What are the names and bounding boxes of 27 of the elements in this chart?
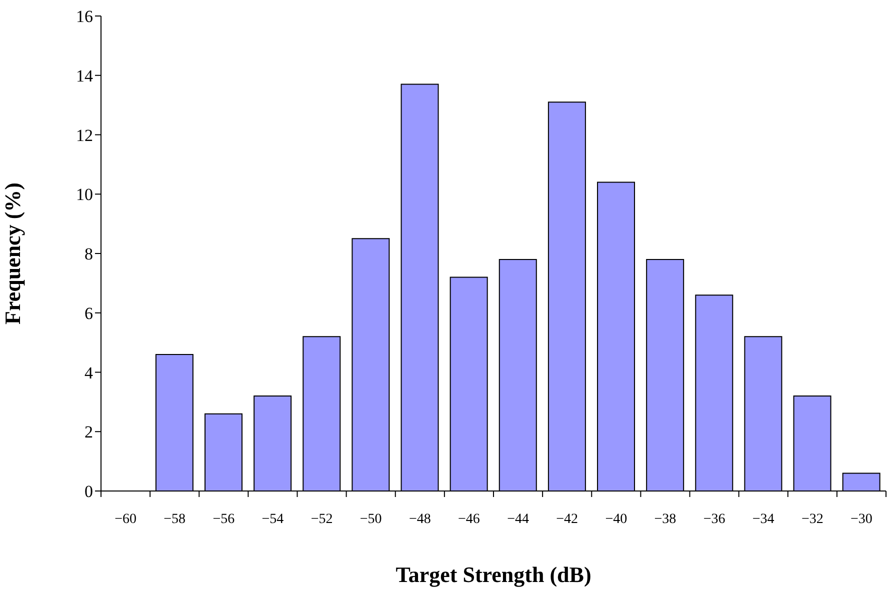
y-tick-label: 10	[76, 185, 93, 204]
x-tick-label: −38	[654, 512, 676, 527]
y-tick-label: 14	[76, 66, 94, 86]
x-tick-label: −42	[556, 512, 578, 527]
x-tick-label: −52	[310, 512, 333, 527]
y-axis-title: Frequency (%)	[0, 182, 25, 324]
x-tick-label: −46	[458, 512, 480, 527]
x-tick-label: −34	[752, 512, 774, 527]
x-tick-label: −40	[605, 512, 628, 527]
x-tick-label: −36	[703, 512, 726, 527]
y-tick-label: 4	[84, 363, 94, 382]
x-tick-label: −54	[262, 512, 284, 527]
y-tick-label: 16	[76, 7, 93, 26]
y-tick-label: 2	[84, 422, 93, 442]
x-tick-label: −32	[801, 512, 824, 527]
x-axis-title: Target Strength (dB)	[396, 562, 592, 587]
y-tick-label: 6	[84, 304, 93, 323]
x-tick-label: −48	[408, 512, 431, 527]
y-tick-label: 12	[76, 126, 93, 145]
y-tick-label: 0	[84, 482, 93, 502]
x-tick-label: −50	[360, 512, 382, 527]
y-tick-label: 8	[84, 244, 93, 264]
x-tick-label: −58	[164, 512, 186, 527]
x-tick-label: −56	[212, 512, 235, 527]
x-tick-label: −44	[507, 512, 529, 527]
x-tick-label: −60	[114, 512, 136, 527]
x-tick-label: −30	[850, 512, 872, 527]
